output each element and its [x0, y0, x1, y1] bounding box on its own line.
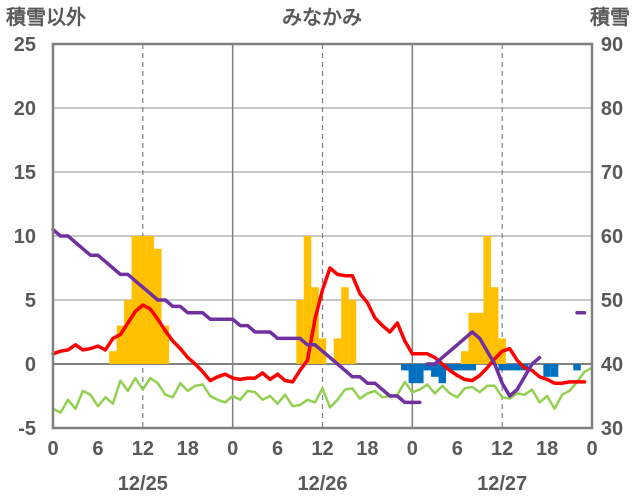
bar	[483, 236, 491, 364]
x-tick: 12	[311, 438, 333, 460]
y-tick-right: 60	[601, 226, 623, 248]
y-axis-right-label: 積雪	[590, 6, 630, 29]
y-tick-left: -5	[18, 418, 36, 440]
y-tick-right: 50	[601, 290, 623, 312]
x-tick: 12	[132, 438, 154, 460]
chart-title: みなかみ	[282, 6, 362, 29]
bar	[460, 351, 469, 364]
date-label: 12/26	[297, 473, 347, 495]
bar-negative	[505, 364, 514, 371]
y-tick-left: 20	[14, 98, 36, 120]
y-tick-right: 90	[601, 34, 623, 56]
bar	[303, 236, 312, 364]
bar	[124, 300, 132, 364]
line-series	[51, 227, 594, 414]
bar	[333, 338, 342, 364]
bar-negative	[423, 364, 432, 371]
bar	[490, 287, 499, 364]
x-tick: 0	[586, 438, 597, 460]
bar-negative	[401, 364, 409, 371]
bar-negative	[438, 364, 447, 384]
y-axis-left-label: 積雪以外	[6, 5, 86, 29]
x-tick: 6	[92, 438, 103, 460]
bar	[296, 300, 304, 364]
y-tick-left: 15	[14, 162, 36, 184]
bar-negative	[408, 364, 417, 384]
bar-negative	[550, 364, 559, 377]
bar-negative	[446, 364, 454, 371]
series-line	[51, 227, 422, 405]
bar	[341, 287, 349, 364]
plot-border	[51, 42, 594, 430]
bar	[109, 351, 117, 364]
bar	[468, 312, 476, 364]
y-tick-right: 30	[601, 418, 623, 440]
bar-negative	[431, 364, 439, 377]
x-tick: 6	[272, 438, 283, 460]
bar-negative	[416, 364, 424, 384]
x-tick: 12	[491, 438, 513, 460]
bar-negative	[513, 364, 521, 371]
bar-negative	[573, 364, 581, 371]
y-tick-left: 25	[14, 34, 36, 56]
y-tick-left: 10	[14, 226, 36, 248]
bar	[161, 325, 170, 364]
bar-negative	[498, 364, 506, 371]
bar-negative	[543, 364, 551, 377]
bar-negative	[460, 364, 469, 371]
y-tick-left: 0	[25, 354, 36, 376]
x-tick: 0	[47, 438, 58, 460]
bar	[154, 248, 162, 364]
y-tick-right: 40	[601, 354, 623, 376]
y-tick-right: 70	[601, 162, 623, 184]
x-tick: 18	[177, 438, 199, 460]
y-tick-right: 80	[601, 98, 623, 120]
bar	[116, 325, 125, 364]
series-line	[51, 366, 594, 414]
x-tick: 18	[536, 438, 558, 460]
y-tick-left: 5	[25, 290, 36, 312]
x-tick: 6	[452, 438, 463, 460]
date-label: 12/25	[118, 473, 168, 495]
bar-negative	[468, 364, 476, 371]
date-label: 12/27	[477, 473, 527, 495]
bar-negative	[453, 364, 461, 371]
bar	[146, 236, 155, 364]
x-tick: 0	[407, 438, 418, 460]
series-line	[425, 311, 587, 398]
bar-series	[109, 236, 581, 384]
bar	[139, 236, 147, 364]
bar	[348, 300, 357, 364]
x-tick: 18	[356, 438, 378, 460]
bar	[131, 236, 140, 364]
plot-frame	[51, 42, 594, 430]
series-line	[51, 266, 587, 385]
x-tick: 0	[227, 438, 238, 460]
